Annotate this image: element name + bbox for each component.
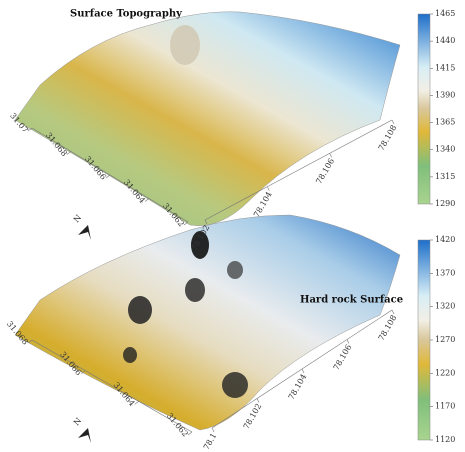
colorbar-label: 1170 <box>435 402 455 411</box>
y-tick <box>301 368 305 374</box>
x-tick <box>187 431 193 436</box>
x-tick <box>66 151 72 155</box>
x-tick <box>144 198 150 202</box>
north-label: N <box>72 416 83 427</box>
north-arrow <box>78 225 91 240</box>
panel-title: Surface Topography <box>70 9 183 20</box>
colorbar-label: 1290 <box>435 199 455 208</box>
y-tick <box>346 339 350 344</box>
y-tick <box>204 219 208 225</box>
y-tick <box>256 398 260 403</box>
colorbar-label: 1420 <box>435 235 455 244</box>
x-tick <box>81 370 86 374</box>
colorbar-label: 1220 <box>435 368 455 377</box>
colorbar-label: 1440 <box>435 36 455 45</box>
colorbar <box>417 239 431 441</box>
north-label: N <box>72 213 83 224</box>
y-tick <box>267 186 270 191</box>
colorbar <box>417 13 431 205</box>
panel-title: Hard rock Surface <box>300 295 403 306</box>
colorbar-label: 1415 <box>435 63 455 72</box>
surface-bottom <box>14 214 401 431</box>
colorbar-label: 1465 <box>435 9 455 18</box>
x-axis <box>31 339 193 433</box>
x-tick <box>134 401 139 405</box>
colorbar-label: 1120 <box>435 435 455 444</box>
colorbar-label: 1390 <box>435 90 455 99</box>
y-tick-label: 78.108 <box>377 124 399 153</box>
y-tick <box>211 427 215 433</box>
colorbar-label: 1270 <box>435 335 455 344</box>
x-tick <box>183 221 189 226</box>
colorbar-label: 1365 <box>435 118 455 127</box>
north-arrow <box>78 428 91 443</box>
y-tick-label: 78.106 <box>314 157 336 186</box>
colorbar-label: 1340 <box>435 145 455 154</box>
x-tick <box>27 127 33 132</box>
y-axis <box>204 119 393 221</box>
colorbar-label: 1315 <box>435 172 455 181</box>
y-tick <box>391 309 395 315</box>
y-tick <box>391 119 395 125</box>
y-tick <box>329 153 332 158</box>
colorbar-label: 1320 <box>435 302 455 311</box>
colorbar-label: 1370 <box>435 268 455 277</box>
x-tick <box>27 339 33 344</box>
y-tick-label: 78.1 <box>202 432 219 452</box>
x-tick <box>105 174 111 179</box>
surface-top <box>14 11 401 226</box>
